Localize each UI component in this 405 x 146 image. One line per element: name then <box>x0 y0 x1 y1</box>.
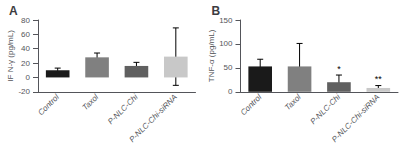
svg-text:P-NLC-Chi: P-NLC-Chi <box>106 92 140 126</box>
svg-text:-20: -20 <box>18 87 30 96</box>
svg-text:P-NLC-Chi-siRNA: P-NLC-Chi-siRNA <box>330 93 382 145</box>
svg-text:Control: Control <box>36 92 61 117</box>
svg-text:P-NLC-Chi: P-NLC-Chi <box>308 92 342 126</box>
svg-text:TNF-α (pg/mL): TNF-α (pg/mL) <box>207 29 216 82</box>
svg-text:100: 100 <box>219 39 233 48</box>
svg-text:*: * <box>337 64 341 74</box>
svg-text:IF N-γ (pg/mL): IF N-γ (pg/mL) <box>6 30 15 82</box>
svg-text:P-NLC-Chi-siRNA: P-NLC-Chi-siRNA <box>127 93 179 145</box>
svg-text:**: ** <box>375 74 383 84</box>
svg-text:B: B <box>212 4 221 18</box>
svg-text:20: 20 <box>21 59 30 68</box>
svg-text:0: 0 <box>228 87 233 96</box>
svg-text:80: 80 <box>21 16 30 25</box>
svg-text:Taxol: Taxol <box>81 92 101 112</box>
svg-text:0: 0 <box>26 73 31 82</box>
svg-text:A: A <box>9 4 18 18</box>
svg-text:60: 60 <box>21 30 30 39</box>
svg-text:Control: Control <box>239 92 264 117</box>
svg-text:Taxol: Taxol <box>283 92 303 112</box>
svg-text:40: 40 <box>21 44 30 53</box>
svg-text:50: 50 <box>224 63 233 72</box>
svg-text:150: 150 <box>219 16 233 25</box>
